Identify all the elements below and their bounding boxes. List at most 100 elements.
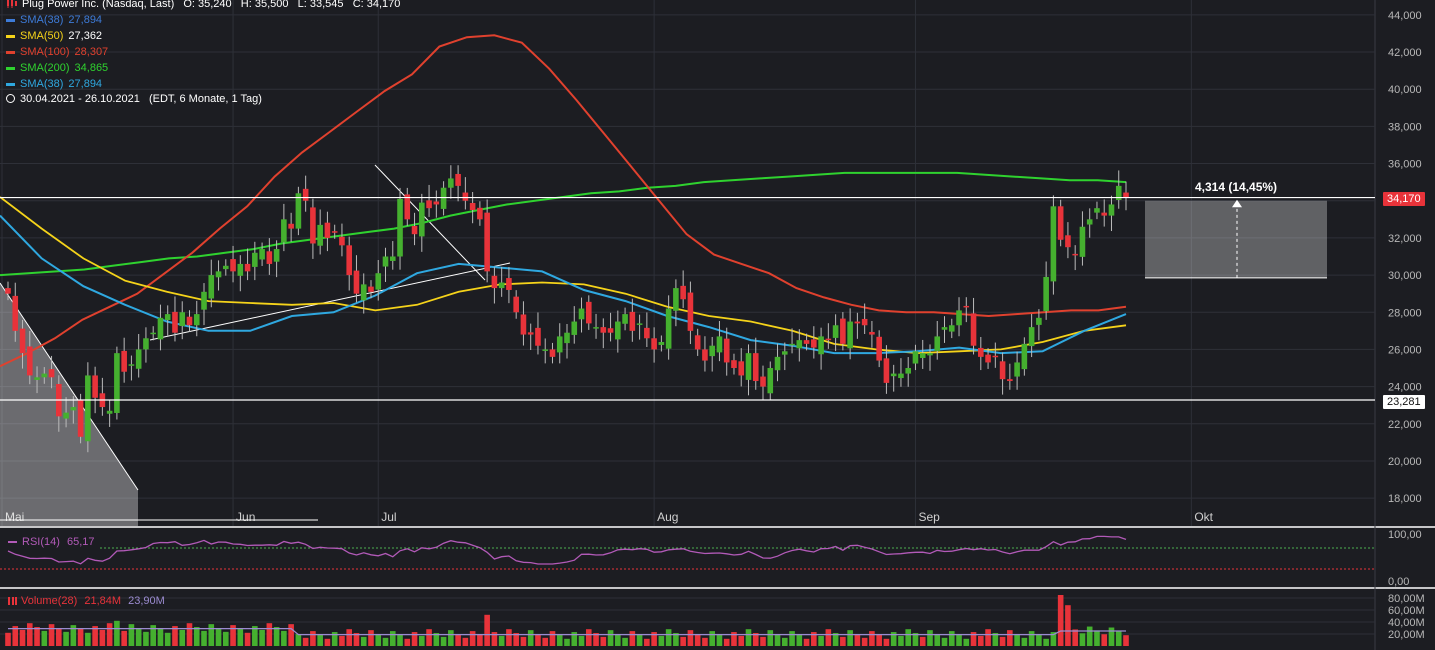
candle-body [1072,253,1078,256]
legend-label: SMA(38) [20,78,64,90]
volume-bar [716,634,723,646]
legend-item: SMA(38) 27,894 [6,12,108,28]
candle-body [157,317,164,340]
volume-bar [491,632,498,646]
shaded-triangle [0,283,138,526]
candle-body [273,249,280,262]
candle-body [1043,276,1049,312]
candle-body [600,327,607,333]
volume-bar [252,626,258,646]
rsi-label: RSI(14) 65,17 [8,536,95,548]
volume-bar [302,637,309,646]
volume-bar [426,629,432,646]
volume-bar [215,628,222,646]
candle-body [927,353,933,356]
volume-bar [593,633,599,646]
price-tick-label: 44,000 [1388,10,1422,22]
volume-bar [331,632,338,646]
volume-bar [48,624,55,646]
volume-bar [811,632,817,646]
volume-bar [179,629,186,646]
clock-icon [6,94,15,103]
volume-bar [615,634,621,646]
candle-body [941,327,948,330]
volume-bar [172,626,178,646]
volume-bar [1050,632,1057,646]
volume-bar [825,629,832,646]
candle-body [288,223,294,229]
volume-bar [1108,627,1115,646]
volume-bar [382,637,389,646]
volume-bar [433,633,440,646]
volume-bar [1072,629,1078,646]
candle-body [687,292,694,331]
candle-body [803,340,810,344]
volume-bar [128,624,135,646]
candle-body [77,400,84,437]
volume-bar [927,630,933,646]
volume-bar [1057,595,1064,646]
legend-swatch [6,18,15,22]
date-range-text: 30.04.2021 - 26.10.2021 [20,93,140,105]
volume-bar [92,626,98,646]
volume-bar [1036,634,1042,646]
candle-body [426,200,432,209]
candle-body [774,356,781,371]
candle-body [1014,362,1020,377]
candle-body [629,311,636,331]
volume-bar [193,627,200,646]
candle-body [825,338,832,341]
legend-swatch [6,82,15,86]
volume-bar [201,630,207,646]
volume-bar [143,631,149,646]
legend-value: 28,307 [74,46,109,58]
candle-body [999,361,1006,380]
volume-bar [585,629,592,646]
candle-body [680,285,686,300]
candle-body [781,351,788,355]
volume-icon [8,597,17,606]
volume-bar [281,630,287,646]
volume-bar [535,634,541,646]
volume-bar [978,635,984,646]
candle-body [295,193,302,229]
candle-body [201,291,207,310]
volume-bar [12,626,19,646]
price-tick-label: 22,000 [1388,419,1422,431]
last-price-tag: 34,170 [1383,192,1425,206]
volume-bar [723,638,730,646]
volume-tick-label: 20,00M [1388,629,1425,641]
volume-bar [77,628,84,646]
candle-body [934,336,941,351]
volume-bar [665,629,672,646]
volume-bar [411,632,418,646]
candle-body [498,282,505,289]
candle-body [193,314,200,326]
candle-body [252,252,258,267]
candle-body [963,305,970,308]
volume-bar [883,638,890,646]
volume-bar [738,635,745,646]
legend-item: SMA(100) 28,307 [6,44,108,60]
volume-bar [360,636,367,646]
candle-body [948,325,955,332]
sma50-line [0,196,1127,355]
measure-arrowhead [1232,199,1242,208]
candle-body [702,349,708,361]
volume-bar [469,631,476,646]
candle-body [767,368,774,394]
candle-body [310,207,316,244]
candle-body [542,349,549,351]
price-tick-label: 42,000 [1388,47,1422,59]
candle-body [919,353,926,358]
volume-bar [375,634,382,646]
period-text: (EDT, 6 Monate, 1 Tag) [148,93,262,105]
candle-body [985,354,991,363]
legend-value: 27,894 [68,78,103,90]
candle-body [382,256,389,267]
volume-bar [121,630,127,646]
volume-bar [1021,637,1028,646]
support-price-tag: 23,281 [1383,395,1425,409]
date-range: 30.04.2021 - 26.10.2021 (EDT, 6 Monate, … [6,93,262,105]
